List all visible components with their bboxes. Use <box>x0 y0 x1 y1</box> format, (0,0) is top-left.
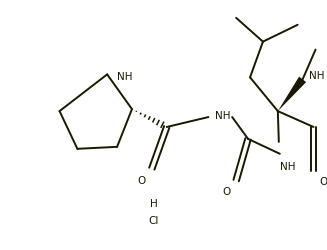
Polygon shape <box>278 77 306 112</box>
Text: O: O <box>319 176 327 186</box>
Text: H: H <box>150 198 158 208</box>
Text: NH: NH <box>117 72 133 82</box>
Text: NH: NH <box>280 161 296 171</box>
Text: Cl: Cl <box>148 216 159 225</box>
Text: O: O <box>138 175 146 185</box>
Text: NH: NH <box>215 111 230 120</box>
Text: NH: NH <box>309 71 324 81</box>
Text: O: O <box>222 187 230 197</box>
